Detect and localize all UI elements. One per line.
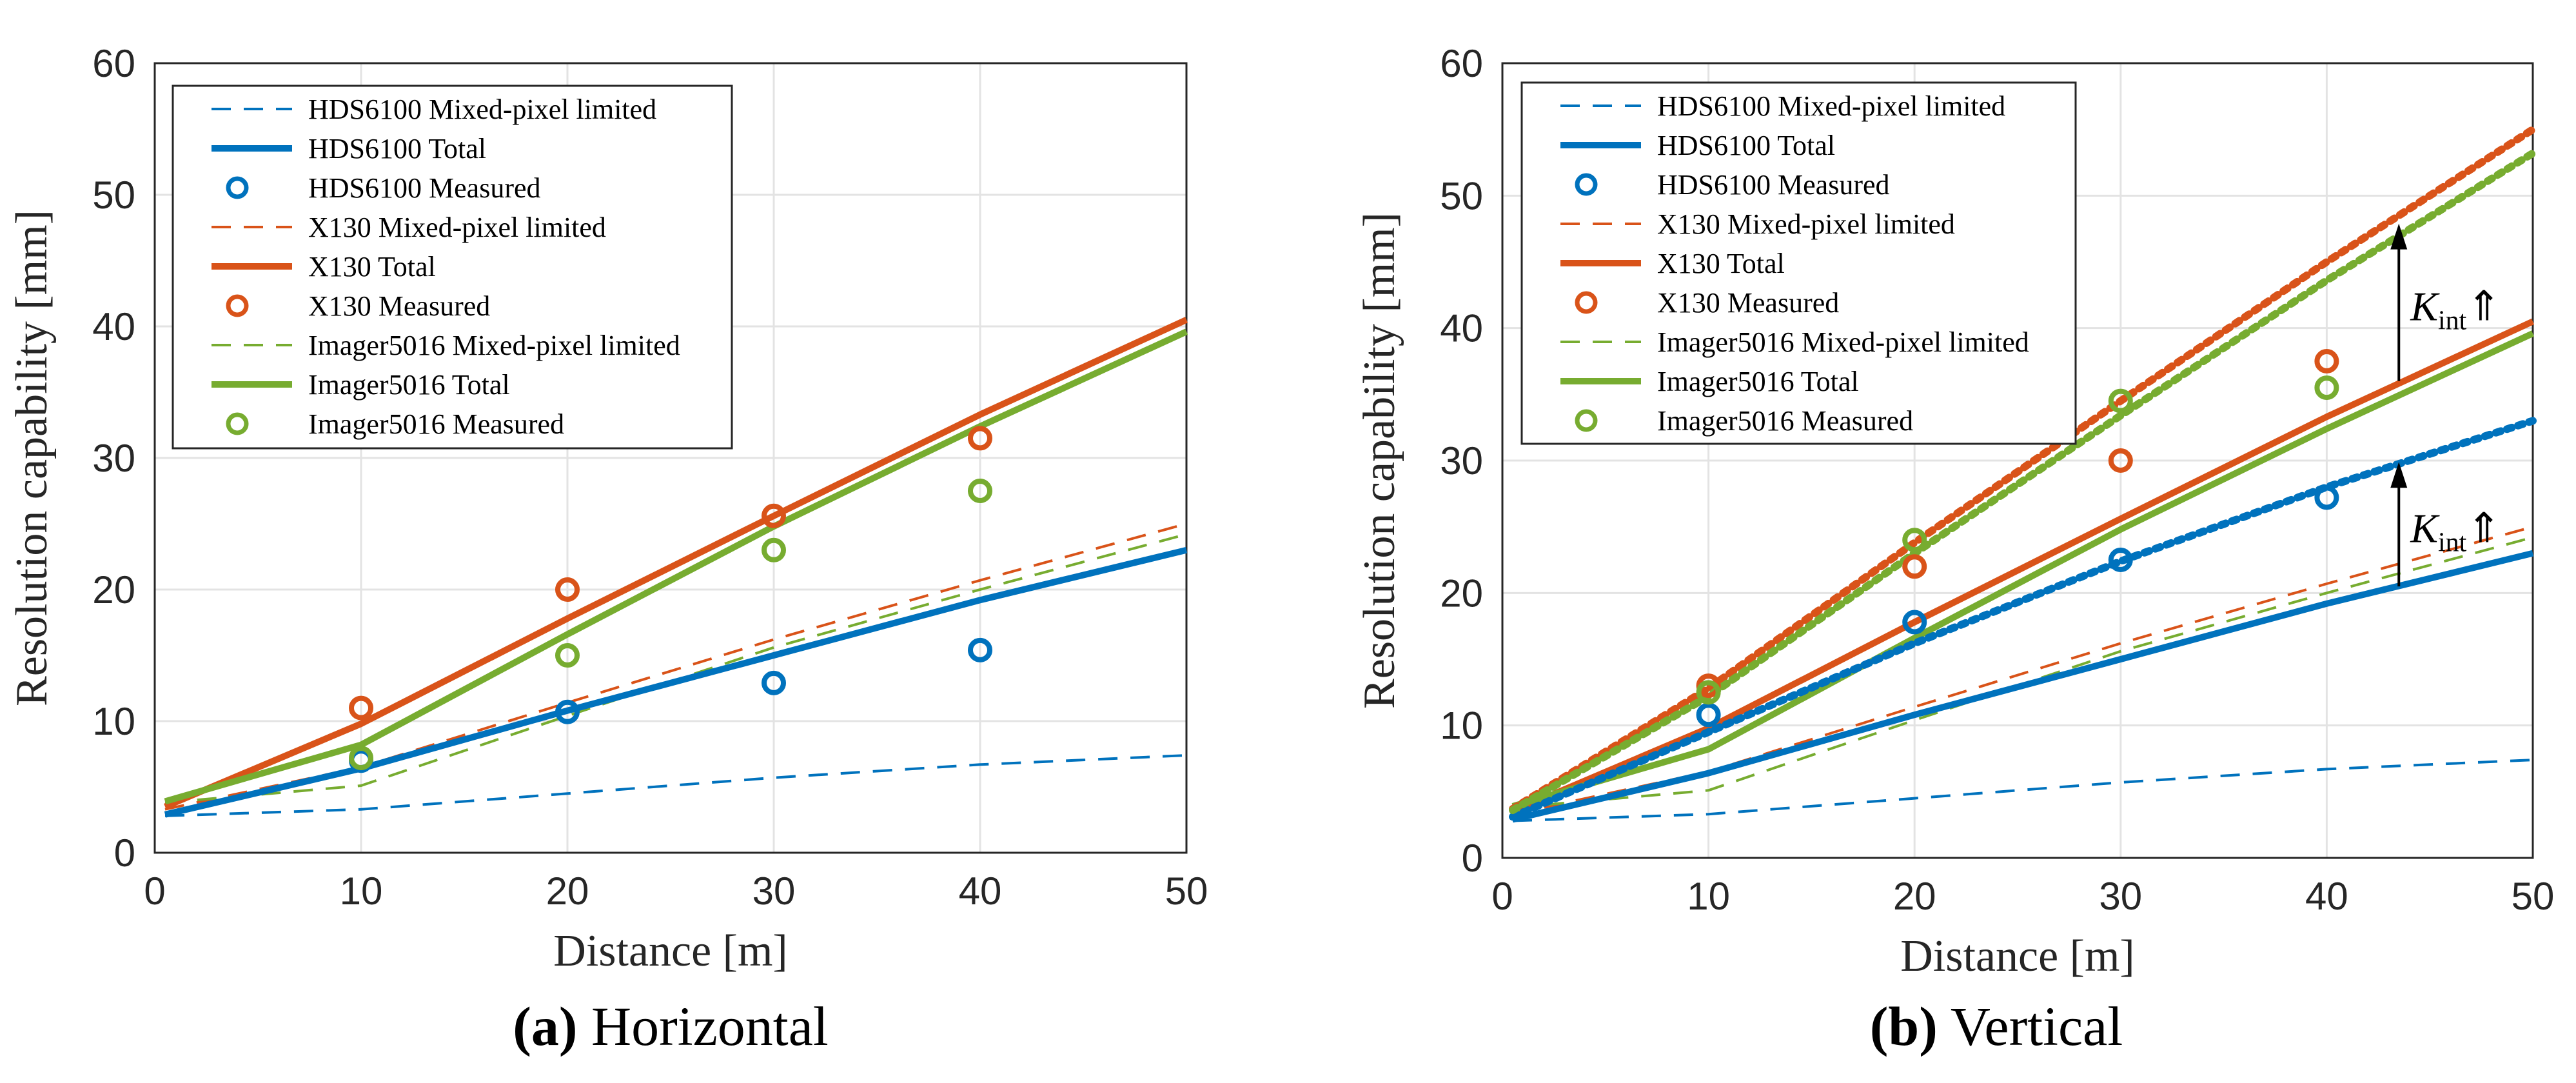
y-tick-label: 60: [1440, 42, 1483, 85]
x-tick-label: 10: [1687, 875, 1730, 918]
data-point-x130-measured: [968, 426, 992, 451]
data-point-hds6100-measured: [1902, 610, 1927, 635]
chart-panel-horizontal: 0 10 20 30 40 50 0 10 20 30 40 50 60 Distance [m] Reso…: [7, 42, 1208, 1057]
data-point-imager5016-measured: [2108, 388, 2133, 413]
y-tick-label: 50: [1440, 174, 1483, 217]
data-point-imager5016-measured: [762, 537, 786, 562]
y-tick-label: 10: [92, 700, 135, 743]
legend-marker: [1575, 173, 1598, 196]
legend-marker: [1575, 409, 1598, 432]
data-point-hds6100-measured: [2108, 548, 2133, 572]
x-tick-label: 10: [340, 869, 383, 913]
axes-frame: [1501, 62, 2534, 859]
series-line-imager5016-total: [164, 328, 1188, 805]
y-tick-label: 40: [92, 305, 135, 348]
data-point-x130-measured: [349, 695, 373, 720]
legend-entry-label: Imager5016 Total: [308, 369, 510, 401]
panel-caption: (a) Horizontal: [513, 995, 829, 1057]
legend-entry-label: X130 Measured: [308, 290, 490, 322]
x-tick-label: 50: [2512, 875, 2555, 918]
x-tick-label: 40: [959, 869, 1002, 913]
x-tick-label: 30: [752, 869, 796, 913]
legend-entry-label: Imager5016 Measured: [1657, 405, 1913, 437]
y-tick-label: 20: [1440, 571, 1483, 615]
x-axis-label: Distance [m]: [1900, 931, 2134, 981]
data-point-hds6100-measured: [762, 670, 786, 695]
legend-entry-label: Imager5016 Mixed-pixel limited: [308, 330, 680, 361]
y-tick-label: 30: [92, 437, 135, 480]
legend-entry-label: Imager5016 Mixed-pixel limited: [1657, 326, 2029, 358]
y-tick-label: 40: [1440, 307, 1483, 350]
data-point-imager5016-measured: [349, 746, 373, 771]
annotation-arrow-head: [2390, 223, 2408, 250]
x-tick-label: 0: [144, 869, 165, 913]
x-tick-label: 50: [1165, 869, 1208, 913]
legend-entry-label: X130 Measured: [1657, 287, 1839, 319]
axes-frame: [153, 62, 1188, 854]
x-tick-label: 20: [1893, 875, 1936, 918]
data-point-hds6100-measured: [2314, 485, 2339, 510]
y-tick-label: 20: [92, 568, 135, 611]
legend-entry-label: Imager5016 Measured: [308, 408, 564, 440]
annotation-k-int-label: Kint⇑: [2410, 284, 2501, 336]
data-point-imager5016-measured: [2314, 375, 2339, 401]
legend-entry-label: HDS6100 Total: [308, 133, 486, 164]
legend-marker: [226, 294, 249, 317]
data-point-x130-measured: [762, 503, 786, 528]
series-line-hds6100-total: [164, 546, 1188, 818]
y-tick-label: 50: [92, 174, 135, 217]
annotation-k-int-label: Kint⇑: [2410, 506, 2501, 558]
x-tick-label: 0: [1491, 875, 1513, 918]
series-line-imager5016-scaled: [1509, 149, 2537, 815]
legend-entry-label: X130 Total: [308, 251, 436, 283]
legend-entry-label: HDS6100 Measured: [308, 172, 541, 204]
series-line-hds6100-total: [1511, 550, 2534, 823]
series-line-hds6100-mixed-pixel-limited: [1512, 759, 2533, 822]
legend-entry-label: X130 Mixed-pixel limited: [1657, 208, 1955, 240]
data-point-x130-measured: [555, 577, 580, 602]
legend-entry-label: X130 Mixed-pixel limited: [308, 212, 606, 243]
data-point-imager5016-measured: [1696, 680, 1721, 705]
annotation-arrow-head: [2390, 462, 2408, 488]
data-point-hds6100-measured: [968, 637, 992, 662]
legend-marker: [226, 412, 249, 435]
data-point-imager5016-measured: [1902, 528, 1927, 553]
x-tick-label: 40: [2305, 875, 2348, 918]
y-tick-label: 10: [1440, 704, 1483, 748]
data-point-hds6100-measured: [555, 699, 580, 724]
data-point-imager5016-measured: [555, 643, 580, 668]
legend-entry-label: HDS6100 Mixed-pixel limited: [1657, 90, 2005, 122]
series-line-hds6100-mixed-pixel-limited: [164, 754, 1187, 817]
data-point-imager5016-measured: [968, 479, 992, 503]
chart-panel-vertical: 0 10 20 30 40 50 0 10 20 30 40 50 60 Distance [m] Reso…: [1355, 42, 2554, 1057]
data-point-x130-measured: [1902, 554, 1927, 579]
legend-marker: [1575, 291, 1598, 314]
series-line-x130-total: [164, 317, 1188, 810]
x-tick-label: 30: [2099, 875, 2142, 918]
data-point-x130-measured: [2108, 448, 2133, 473]
legend-entry-label: X130 Total: [1657, 248, 1785, 279]
legend-marker: [226, 176, 249, 199]
data-point-x130-measured: [2314, 349, 2339, 373]
y-axis-label: Resolution capability [mm]: [7, 210, 57, 706]
series-line-x130-scaled: [1509, 125, 2537, 813]
y-tick-label: 0: [114, 831, 135, 875]
legend-entry-label: HDS6100 Measured: [1657, 169, 1890, 201]
x-axis-label: Distance [m]: [553, 926, 787, 976]
legend-entry-label: HDS6100 Mixed-pixel limited: [308, 94, 656, 125]
y-axis-label: Resolution capability [mm]: [1355, 212, 1404, 709]
legend-entry-label: HDS6100 Total: [1657, 130, 1835, 161]
y-tick-label: 0: [1462, 837, 1483, 880]
panel-caption: (b) Vertical: [1870, 995, 2123, 1057]
data-point-hds6100-measured: [1696, 702, 1721, 728]
y-tick-label: 30: [1440, 439, 1483, 482]
x-tick-label: 20: [546, 869, 589, 913]
legend-entry-label: Imager5016 Total: [1657, 366, 1859, 397]
series-line-hds6100-scaled: [1509, 417, 2537, 821]
y-tick-label: 60: [92, 42, 135, 85]
series-line-imager5016-total: [1511, 330, 2535, 810]
